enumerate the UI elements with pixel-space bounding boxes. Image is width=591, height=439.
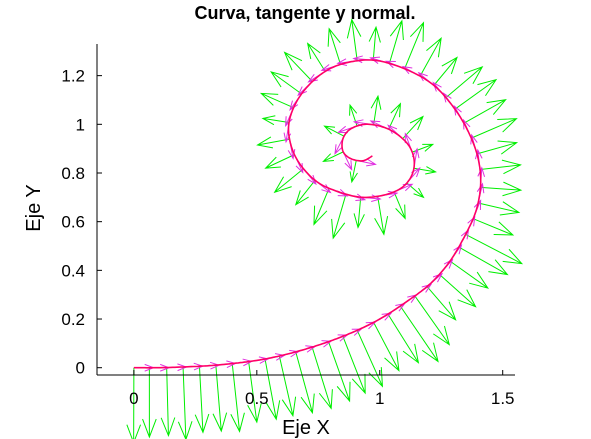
normal-arrow [480,181,523,197]
normal-arrow [194,366,210,434]
normal-arrows-group [126,18,524,439]
normal-arrow [463,99,507,124]
normal-arrow [353,197,365,229]
normal-arrow [247,361,262,424]
normal-arrow [295,351,315,415]
normal-arrow [374,196,389,236]
normal-arrow [439,274,477,308]
y-tick-label: 0.2 [61,310,85,329]
normal-arrow [230,363,245,433]
normal-arrow [313,188,330,226]
normal-arrow [413,166,437,175]
normal-arrow [323,125,345,137]
normal-arrow [261,115,290,126]
normal-arrow [449,260,490,289]
normal-arrow [160,367,176,438]
normal-arrow [283,51,313,82]
y-ticks: 0 0.2 0.4 0.6 0.8 1 1.2 [61,67,102,378]
y-tick-label: 1.2 [61,67,85,86]
normal-arrow [414,295,451,346]
normal-arrow [306,42,326,72]
normal-arrow [278,355,297,418]
normal-arrow [471,118,518,139]
normal-arrow [142,367,157,439]
x-tick-label: 0.5 [245,389,269,408]
normal-arrow [264,154,295,169]
normal-arrow [445,66,484,98]
y-tick-label: 0 [76,359,85,378]
x-axis-label: Eje X [282,417,330,439]
normal-arrow [478,201,521,216]
axes [96,44,515,376]
curve-line [133,59,482,369]
normal-arrow [327,27,341,65]
normal-arrow [454,78,498,110]
normal-arrow [388,19,404,64]
y-tick-label: 0.6 [61,213,85,232]
y-axis-label: Eje Y [23,184,45,231]
normal-arrow [346,18,362,61]
normal-arrow [356,330,384,388]
normal-arrow [404,21,425,69]
normal-arrow [419,36,442,77]
y-tick-label: 0.8 [61,164,85,183]
normal-arrow [399,305,439,363]
normal-arrow [322,151,344,162]
normal-arrow [331,194,347,240]
x-tick-label: 1 [375,389,384,408]
y-tick-label: 0.4 [61,261,85,280]
normal-arrow [212,365,228,433]
x-ticks: 0 0.5 1 1.5 [129,370,515,408]
normal-arrow [387,313,420,364]
normal-arrow [264,358,281,421]
x-tick-label: 0 [129,389,138,408]
normal-arrow [294,180,316,206]
normal-arrow [311,346,333,410]
normal-arrow [370,94,382,125]
normal-arrow [426,286,457,321]
plot-area [126,18,524,439]
normal-arrow [373,322,400,372]
normal-arrow [349,160,358,184]
normal-arrow [328,341,351,403]
tangent-arrows-group [133,55,486,372]
normal-arrow [273,168,304,194]
normal-arrow [388,102,402,130]
y-tick-label: 1 [76,115,85,134]
normal-arrow [368,25,381,61]
normal-arrow [259,92,294,109]
normal-arrow [472,218,515,236]
normal-arrow [256,136,290,149]
normal-arrow [458,246,509,276]
normal-arrow [476,140,519,155]
normal-arrow [393,191,406,220]
x-tick-label: 1.5 [491,389,515,408]
normal-arrow [479,159,522,175]
normal-arrow [126,367,142,439]
normal-arrow [342,336,366,395]
normal-arrow [433,56,458,86]
chart-title: Curva, tangente y normal. [194,3,415,23]
normal-arrow [177,366,193,439]
normal-arrow [270,71,302,95]
normal-arrow [465,233,524,265]
